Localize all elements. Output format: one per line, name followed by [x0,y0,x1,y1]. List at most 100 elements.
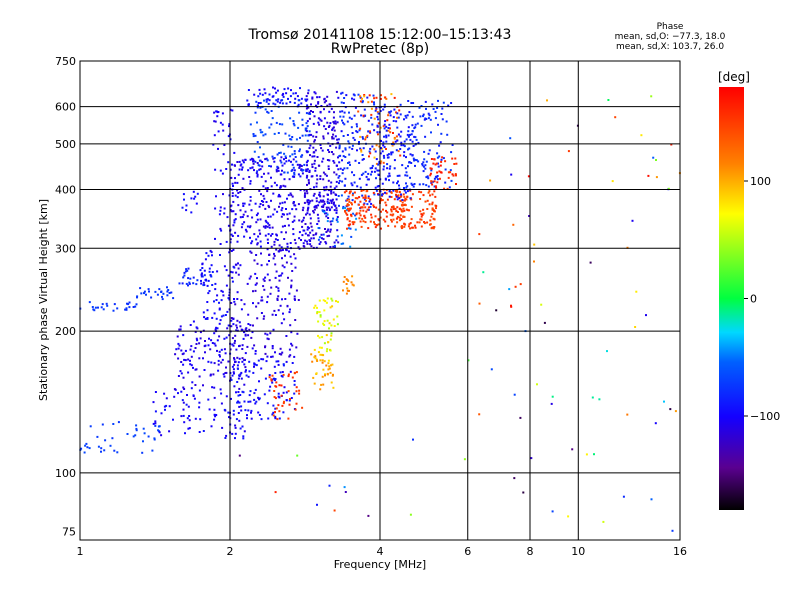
echo-point [201,267,204,269]
echo-point [257,396,260,399]
echo-point [241,166,244,169]
echo-point [422,194,425,197]
echo-point [342,102,345,104]
echo-point [234,437,236,440]
echo-point [259,218,262,221]
echo-point [183,421,186,424]
echo-point [371,166,374,169]
echo-point [190,197,193,200]
echo-point [278,279,281,282]
echo-point [237,400,239,403]
echo-point [361,194,364,197]
echo-point [273,208,276,211]
echo-point [435,207,437,210]
echo-point [182,414,185,417]
echo-point [374,150,377,153]
echo-point [288,311,291,314]
echo-point [387,134,390,137]
echo-point [671,529,674,532]
echo-point [367,514,370,517]
echo-point [436,107,439,109]
echo-point [351,194,354,197]
echo-point [225,269,228,272]
echo-point [398,219,401,222]
echo-point [232,210,235,213]
echo-point [326,348,329,351]
echo-point [343,486,346,489]
echo-point [147,288,150,291]
echo-point [282,363,285,366]
echo-point [370,116,373,119]
echo-point [606,350,608,353]
echo-point [343,184,346,187]
phase-stats-o: mean, sd,O: −77.3, 18.0 [614,32,726,42]
echo-point [326,229,329,232]
echo-point [385,125,388,128]
echo-point [153,438,156,441]
echo-point [267,204,270,207]
echo-point [316,96,319,99]
echo-point [325,242,328,245]
echo-point [272,404,275,407]
echo-point [398,187,401,190]
y-tick-label: 400 [55,183,76,196]
echo-point [401,204,404,207]
echo-point [395,193,397,196]
echo-point [385,209,387,212]
echo-point [396,182,398,185]
echo-point [321,149,324,152]
echo-point [376,115,379,118]
echo-point [322,210,325,213]
echo-point [342,207,344,210]
echo-point [357,110,360,113]
echo-point [323,309,326,312]
echo-point [338,147,341,150]
echo-point [194,417,197,420]
echo-point [546,99,548,102]
echo-point [361,217,364,220]
echo-point [262,278,265,281]
echo-point [257,164,260,167]
echo-point [213,396,216,399]
echo-point [626,413,629,416]
y-tick-label: 750 [55,55,76,68]
echo-point [328,365,331,368]
echo-point [389,131,392,134]
echo-point [230,233,233,236]
echo-point [359,96,362,99]
echo-point [436,171,439,174]
echo-point [277,363,280,366]
echo-point [279,371,282,374]
echo-point [373,193,376,196]
echo-point [395,111,397,114]
echo-point [348,198,351,201]
echo-point [351,132,354,134]
echo-point [510,305,513,308]
echo-point [206,309,209,312]
echo-point [437,162,439,165]
echo-point [213,408,216,411]
echo-point [214,288,217,291]
echo-point [290,262,293,265]
echo-point [419,210,422,213]
echo-point [299,148,301,151]
echo-point [264,92,267,95]
echo-point [373,129,376,132]
echo-point [622,495,625,498]
echo-point [247,89,250,91]
echo-point [250,411,252,414]
echo-point [287,373,290,376]
echo-point [244,370,247,373]
echo-point [283,238,286,240]
echo-point [266,337,269,340]
echo-point [400,208,403,211]
echo-point [341,168,344,171]
echo-point [386,119,389,122]
echo-point [432,180,434,183]
echo-point [345,283,348,285]
echo-point [285,261,288,264]
echo-point [337,156,339,159]
echo-point [291,163,294,166]
echo-point [290,286,293,289]
echo-point [368,155,370,158]
